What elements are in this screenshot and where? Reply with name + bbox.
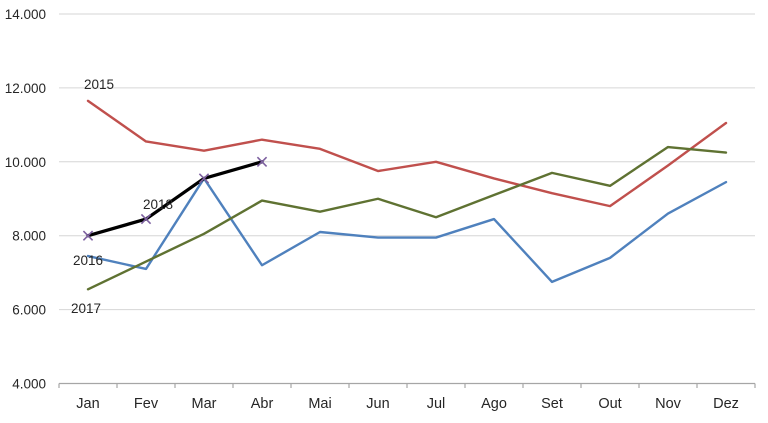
y-axis-label: 10.000 [5,155,46,170]
y-axis-label: 14.000 [5,7,46,22]
series-label-2015: 2015 [84,77,114,92]
series-2018-marker-x-icon [140,213,152,225]
x-axis-label: Jun [366,396,389,412]
x-axis-label: Mar [192,396,217,412]
y-axis-label: 8.000 [12,229,46,244]
x-axis-label: Ago [481,396,507,412]
series-2015-line [86,99,728,208]
series-2018-marker-x-icon [82,230,94,241]
y-axis-label: 12.000 [5,81,46,96]
series-2017-line [86,145,728,291]
x-axis-label: Dez [713,396,739,412]
x-axis-label: Abr [251,396,274,412]
x-axis-label: Fev [134,396,159,412]
series-2018-line [86,160,264,238]
y-axis-label: 4.000 [12,377,46,392]
x-axis-label: Set [541,396,563,412]
x-axis-label: Mai [308,396,331,412]
series-2016-line [86,177,728,284]
x-axis-label: Out [598,396,621,412]
series-2018-marker-x-icon [198,173,210,184]
series-label-2017: 2017 [71,301,101,316]
series-label-2016: 2016 [73,253,103,268]
series-2018-marker-x-icon [256,156,268,167]
y-axis-label: 6.000 [12,303,46,318]
x-axis-label: Nov [655,396,682,412]
x-axis-label: Jul [427,396,446,412]
x-axis-label: Jan [76,396,99,412]
series-label-2018: 2018 [143,197,173,212]
